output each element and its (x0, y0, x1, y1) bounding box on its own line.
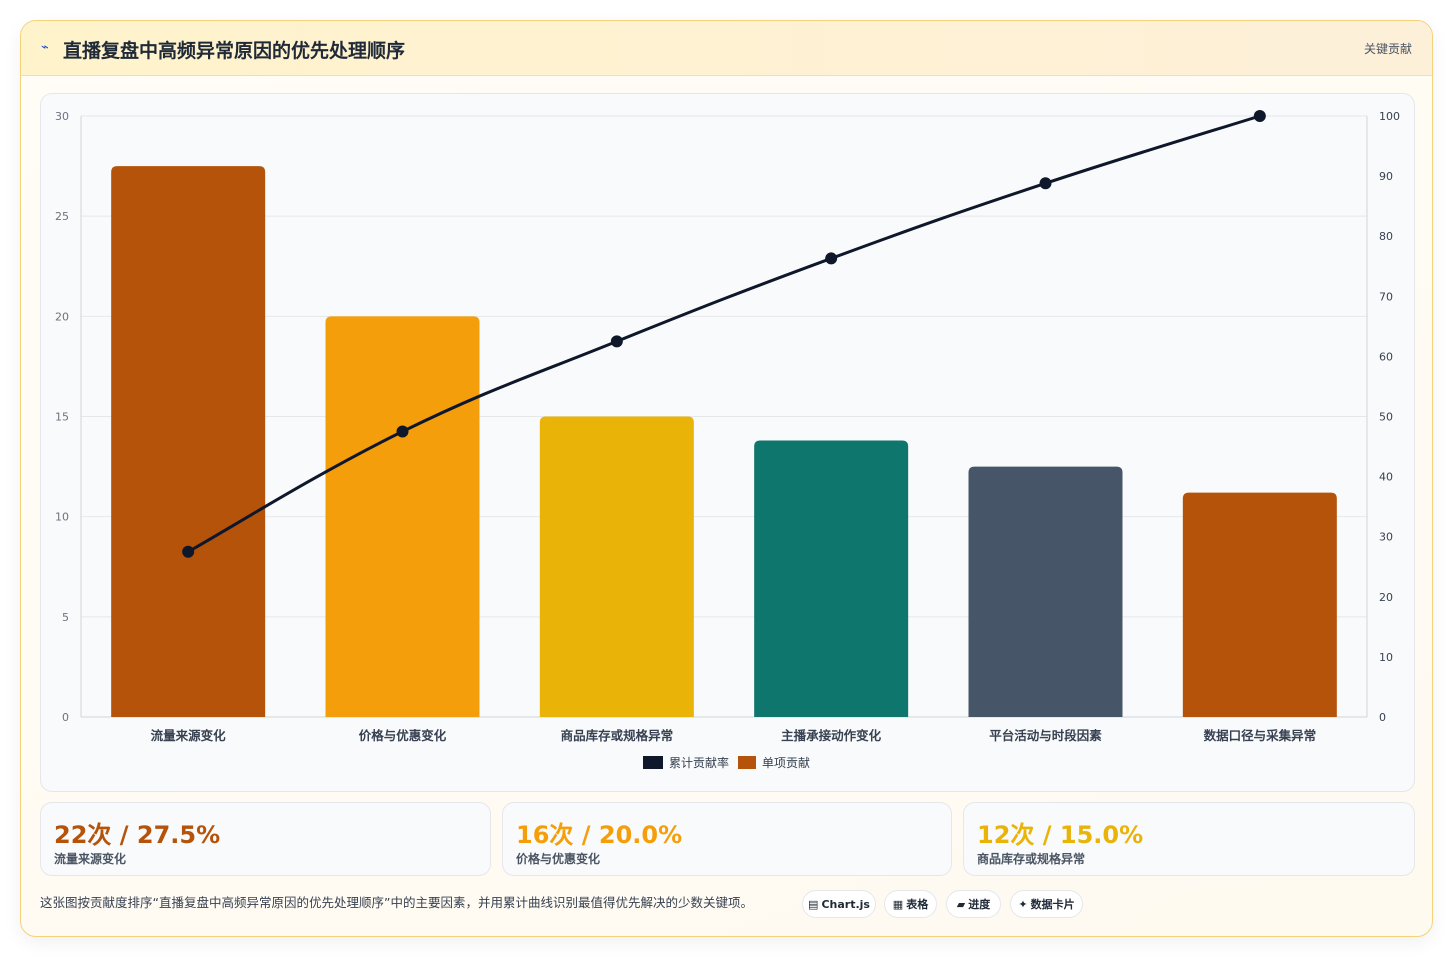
bar (539, 416, 694, 717)
y-tick-label-left: 20 (55, 310, 69, 323)
x-tick-label: 数据口径与采集异常 (1203, 728, 1317, 743)
bar (1182, 492, 1337, 717)
x-tick-label: 流量来源变化 (151, 728, 227, 743)
y-tick-label-right: 50 (1379, 411, 1393, 424)
page-title: 直播复盘中高频异常原因的优先处理顺序 (63, 40, 406, 62)
stat-label: 商品库存或规格异常 (977, 852, 1086, 866)
stat-label: 流量来源变化 (54, 852, 127, 866)
y-tick-label-left: 30 (55, 110, 69, 123)
y-tick-label-right: 70 (1379, 290, 1393, 303)
cumulative-point (1253, 110, 1266, 122)
cumulative-point (825, 252, 838, 265)
chip-label: 进度 (968, 898, 991, 911)
legend-label-bar: 单项贡献 (762, 755, 810, 770)
header-badge: 关键贡献 (1363, 42, 1412, 56)
chip-chartjs[interactable]: ▤ Chart.js (802, 890, 876, 918)
progress-icon: ▰ (956, 897, 966, 911)
y-tick-label-left: 0 (62, 711, 69, 724)
stat-card-3: 12次 / 15.0% 商品库存或规格异常 (963, 802, 1415, 876)
stat-label: 价格与优惠变化 (516, 852, 601, 866)
table-icon: ▦ (892, 897, 904, 911)
y-tick-label-right: 90 (1379, 170, 1393, 183)
y-tick-label-left: 5 (62, 611, 69, 624)
bar (754, 440, 909, 717)
x-tick-label: 价格与优惠变化 (359, 728, 447, 743)
y-tick-label-right: 80 (1379, 230, 1393, 243)
y-tick-label-left: 25 (55, 210, 69, 223)
bar (111, 166, 266, 717)
stat-value: 16次 / 20.0% (516, 821, 683, 849)
stat-card-2: 16次 / 20.0% 价格与优惠变化 (502, 802, 952, 876)
cumulative-point (396, 425, 409, 438)
cumulative-point (610, 335, 623, 348)
y-tick-label-right: 0 (1379, 711, 1386, 724)
bar (325, 316, 480, 717)
legend-swatch-bar (738, 756, 756, 769)
x-tick-label: 商品库存或规格异常 (561, 728, 674, 743)
cumulative-line (187, 114, 1261, 554)
y-tick-label-left: 10 (55, 511, 69, 524)
chip-table[interactable]: ▦ 表格 (884, 890, 937, 918)
legend-label-cumulative: 累计贡献率 (669, 755, 729, 770)
y-tick-label-right: 60 (1379, 350, 1393, 363)
cumulative-point (1039, 177, 1052, 190)
x-tick-label: 平台活动与时段因素 (989, 728, 1102, 743)
chip-label: 表格 (906, 898, 929, 911)
y-tick-label-right: 20 (1379, 591, 1393, 604)
chart-library-icon: ▤ (808, 897, 819, 911)
pareto-chart: 0 5 10 15 20 25 30 0 10 20 30 40 50 60 70 80 90 100 流量来源变化… (55, 110, 1400, 770)
legend-swatch-cumulative (643, 756, 663, 769)
sparkle-icon: ✦ (1018, 897, 1028, 911)
y-tick-label-left: 15 (55, 411, 69, 424)
y-tick-label-right: 30 (1379, 531, 1393, 544)
x-tick-label: 主播承接动作变化 (781, 728, 882, 743)
stat-value: 22次 / 27.5% (54, 821, 221, 849)
y-tick-label-right: 100 (1379, 110, 1400, 123)
chip-label: 数据卡片 (1030, 898, 1075, 911)
chart-description: 这张图按贡献度排序“直播复盘中高频异常原因的优先处理顺序”中的主要因素，并用累计… (40, 895, 753, 910)
chip-progress[interactable]: ▰ 进度 (946, 890, 1001, 918)
y-tick-label-right: 10 (1379, 651, 1393, 664)
chip-data-card[interactable]: ✦ 数据卡片 (1010, 890, 1083, 918)
chart-panel: 0 5 10 15 20 25 30 0 10 20 30 40 50 60 70 80 90 100 流量来源变化… (40, 93, 1415, 792)
chart-icon: ⌁ (41, 40, 49, 55)
chip-label: Chart.js (821, 897, 870, 911)
y-tick-label-right: 40 (1379, 471, 1393, 484)
stat-card-1: 22次 / 27.5% 流量来源变化 (40, 802, 491, 876)
cumulative-point (182, 545, 195, 558)
report-card: ⌁ 直播复盘中高频异常原因的优先处理顺序 关键贡献 0 5 10 15 20 25 30 0 1… (20, 20, 1433, 937)
stat-value: 12次 / 15.0% (977, 821, 1144, 849)
card-header: ⌁ 直播复盘中高频异常原因的优先处理顺序 关键贡献 (21, 21, 1432, 76)
bar (968, 466, 1123, 717)
